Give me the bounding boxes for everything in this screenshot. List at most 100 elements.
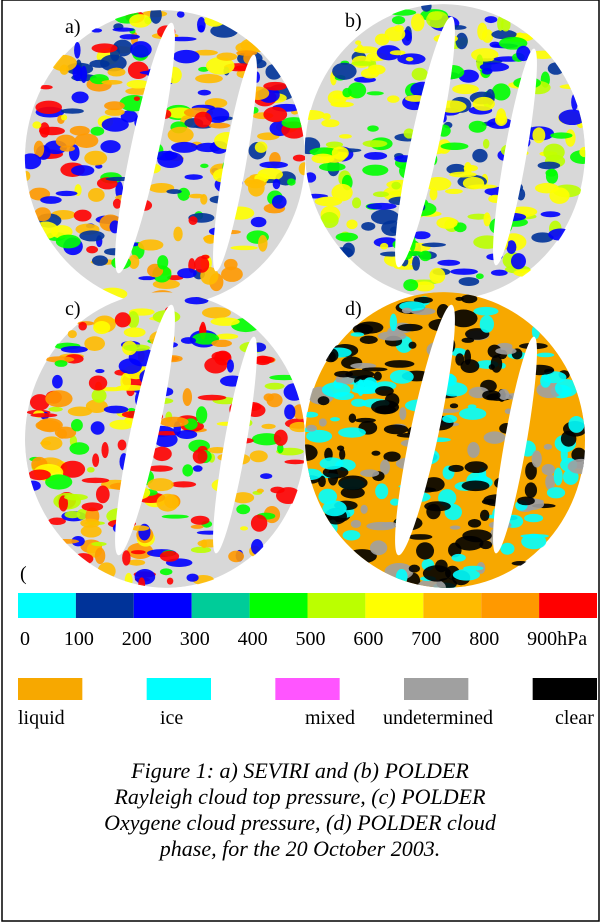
cloud-patch [284, 460, 306, 465]
cloud-patch [119, 358, 142, 374]
cloud-patch [403, 279, 418, 291]
cloud-patch [84, 336, 105, 351]
cloud-patch [336, 233, 358, 242]
cloud-patch [128, 61, 149, 79]
cloud-patch [265, 64, 282, 80]
cloud-patch [71, 165, 94, 176]
cloud-patch [92, 255, 108, 265]
cloud-patch [380, 243, 388, 250]
cloud-patch [89, 375, 107, 390]
cloud-patch [228, 551, 244, 563]
cloud-patch [202, 307, 231, 318]
cloud-patch [304, 172, 316, 182]
map-panel [20, 6, 310, 306]
cloud-patch [88, 188, 105, 202]
cloud-patch [138, 577, 145, 590]
colorbar-label: 700 [411, 628, 441, 650]
cloud-patch [157, 255, 168, 269]
cloud-patch [230, 246, 257, 251]
cloud-patch [287, 178, 296, 185]
cloud-patch [364, 152, 387, 160]
cloud-patch [273, 179, 281, 189]
cloud-patch [96, 485, 110, 503]
cloud-patch [455, 536, 483, 551]
cloud-patch [524, 514, 543, 522]
cloud-patch [360, 336, 378, 344]
cloud-patch [362, 367, 388, 371]
cloud-patch [394, 25, 404, 32]
cloud-patch [451, 554, 465, 562]
cloud-patch [424, 501, 451, 511]
cloud-patch [322, 113, 331, 120]
cloud-patch [55, 360, 68, 367]
cloud-patch [354, 46, 379, 53]
cloud-patch [261, 424, 275, 429]
phase-label: liquid [18, 707, 65, 729]
cloud-patch [102, 118, 129, 132]
cloud-patch [396, 569, 408, 584]
cloud-patch [68, 330, 77, 338]
cloud-patch [204, 357, 227, 373]
cloud-patch [445, 189, 463, 194]
cloud-patch [177, 188, 190, 201]
cloud-patch [465, 461, 488, 473]
colorbar-label: 300 [180, 628, 210, 650]
cloud-patch [32, 121, 41, 128]
cloud-patch [68, 407, 93, 417]
cloud-patch [124, 327, 146, 337]
cloud-patch [217, 52, 238, 60]
cloud-patch [92, 453, 99, 467]
cloud-patch [84, 151, 107, 166]
cloud-patch [194, 256, 209, 273]
cloud-patch [540, 374, 551, 387]
cloud-patch [409, 342, 417, 349]
cloud-patch [209, 123, 230, 129]
cloud-patch [351, 399, 366, 407]
cloud-patch [375, 386, 394, 396]
cloud-patch [130, 41, 152, 58]
cloud-patch [150, 6, 162, 23]
cloud-patch [416, 542, 434, 559]
cloud-patch [355, 418, 376, 423]
cloud-patch [390, 50, 406, 55]
cloud-patch [198, 90, 211, 96]
cloud-patch [120, 34, 140, 39]
cloud-patch [436, 217, 457, 229]
cloud-patch [177, 430, 198, 439]
cloud-patch [321, 119, 339, 127]
cloud-patch [360, 505, 367, 514]
figure-page: a)b)c)d)(0100200300400500600700800900hPa… [0, 0, 600, 922]
cloud-patch [462, 480, 490, 491]
cloud-patch [123, 344, 150, 351]
cloud-patch [459, 277, 480, 286]
caption: Figure 1: a) SEVIRI and (b) POLDER Rayle… [90, 758, 510, 862]
cloud-patch [125, 573, 133, 588]
cloud-patch [390, 314, 397, 332]
cloud-patch [181, 337, 196, 344]
cloud-patch [532, 324, 540, 339]
colorbar-label: 0 [20, 628, 30, 650]
cloud-patch [422, 243, 446, 248]
cloud-patch [196, 406, 207, 423]
cloud-patch [191, 547, 211, 553]
cloud-patch [56, 235, 81, 249]
cloud-patch [74, 42, 81, 59]
cloud-patch [311, 154, 334, 164]
cloud-patch [61, 108, 84, 113]
cloud-patch [495, 113, 507, 126]
cloud-patch [568, 459, 596, 474]
cloud-patch [45, 390, 72, 407]
panel-label: c) [65, 298, 81, 320]
cloud-patch [33, 222, 59, 239]
cloud-patch [28, 469, 51, 480]
cloud-patch [559, 110, 586, 125]
cloud-patch [322, 382, 351, 397]
cloud-patch [568, 416, 584, 433]
cloud-patch [183, 388, 192, 406]
colorbar-label: 900hPa [527, 628, 587, 650]
cloud-patch [282, 117, 307, 128]
cloud-patch [412, 68, 428, 81]
cloud-patch [173, 227, 182, 242]
cloud-patch [360, 469, 379, 477]
cloud-patch [399, 407, 406, 420]
